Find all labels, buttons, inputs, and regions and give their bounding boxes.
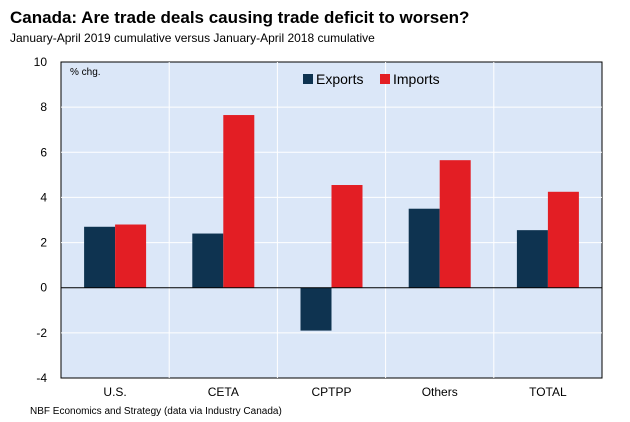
x-tick-label: TOTAL [529,385,567,399]
y-tick-label: -4 [36,371,47,385]
y-tick-label: 6 [40,145,47,159]
bar-exports-ceta [192,233,224,288]
legend-swatch-imports [380,74,390,84]
legend-swatch-exports [303,74,313,84]
y-tick-label: 0 [40,281,47,295]
y-axis-unit-label: % chg. [70,67,101,78]
axes: -4 -2 0 2 4 6 8 10 U.S. CETA CPTPP Others TOTAL [34,55,602,399]
bar-imports-others [439,160,471,288]
x-tick-label: Others [422,385,458,399]
x-tick-label: CPTPP [311,385,351,399]
x-tick-label: U.S. [103,385,126,399]
bar-exports-us [84,226,116,288]
y-tick-label: 2 [40,236,47,250]
bar-imports-us [115,224,147,288]
y-tick-label: -2 [36,326,47,340]
chart-subtitle: January-April 2019 cumulative versus Jan… [10,31,375,45]
bar-imports-ceta [223,115,255,288]
bar-exports-cptpp [300,287,332,331]
source-note: NBF Economics and Strategy (data via Ind… [30,406,282,417]
legend: Exports Imports [303,71,440,87]
bars [84,115,579,331]
bar-exports-total [516,230,548,288]
legend-label-imports: Imports [393,71,440,87]
y-tick-label: 10 [34,55,48,69]
bar-exports-others [408,208,440,288]
y-tick-label: 4 [40,190,47,204]
bar-imports-cptpp [331,185,363,288]
legend-label-exports: Exports [316,71,363,87]
y-tick-label: 8 [40,100,47,114]
bar-imports-total [547,191,579,288]
x-tick-label: CETA [208,385,239,399]
chart-title: Canada: Are trade deals causing trade de… [10,8,470,27]
